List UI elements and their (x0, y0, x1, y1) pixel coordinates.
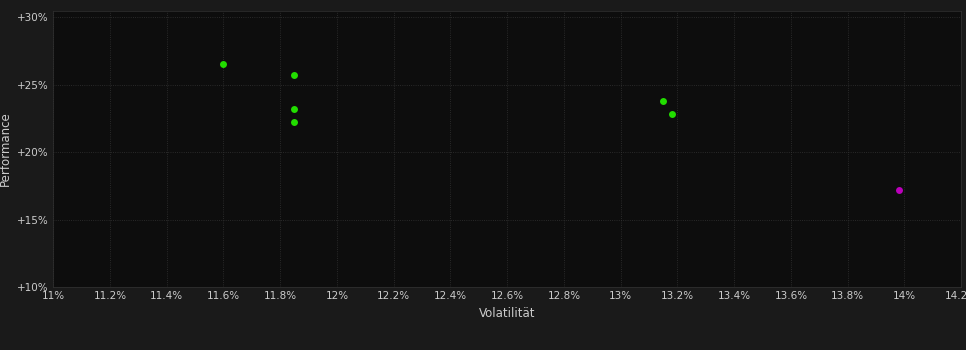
X-axis label: Volatilität: Volatilität (479, 307, 535, 320)
Y-axis label: Performance: Performance (0, 111, 12, 186)
Point (287, 120, 302, 125)
Point (287, 72, 302, 78)
Point (891, 187, 906, 193)
Point (215, 62, 231, 67)
Point (656, 98, 671, 104)
Point (664, 112, 679, 117)
Point (287, 106, 302, 112)
